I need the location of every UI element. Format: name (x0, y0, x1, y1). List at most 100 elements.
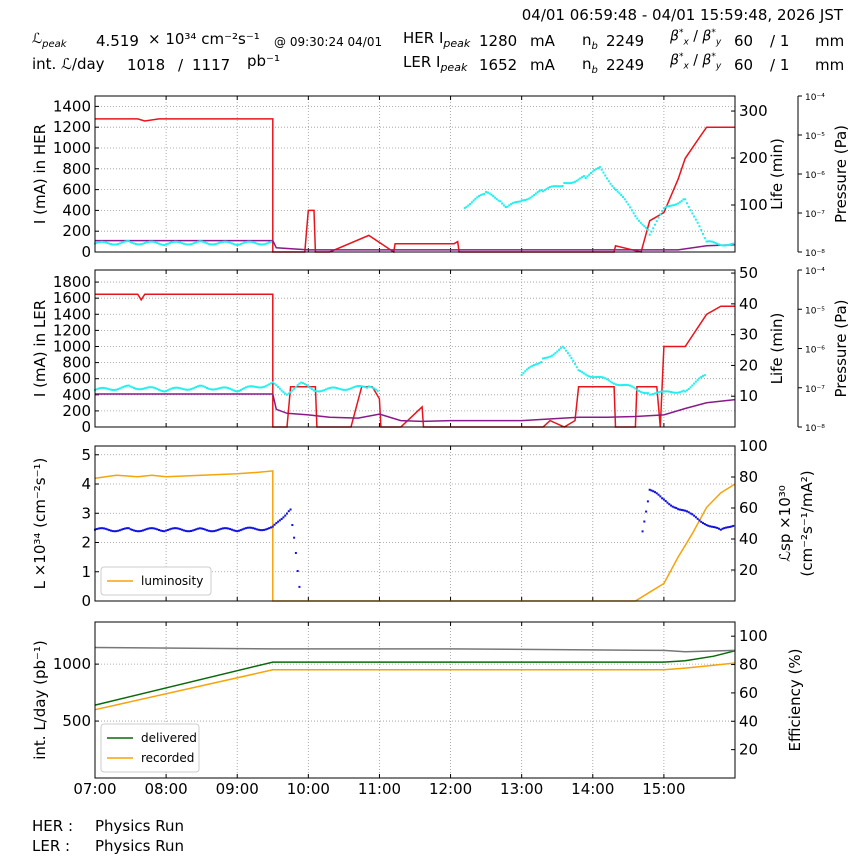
data-point (664, 390, 667, 393)
data-point (270, 526, 272, 529)
data-point (248, 240, 251, 243)
data-point (609, 182, 612, 185)
data-point (501, 202, 504, 205)
data-point (101, 527, 104, 530)
data-point (600, 168, 603, 171)
data-point (538, 362, 541, 365)
data-point (643, 225, 646, 228)
data-point (104, 527, 107, 530)
data-point (213, 530, 216, 533)
data-point (172, 387, 175, 390)
y2-tick-label: 100 (739, 627, 768, 645)
data-point (494, 196, 496, 199)
data-point (330, 386, 333, 389)
data-point (250, 240, 253, 243)
data-point (175, 527, 178, 530)
data-point (286, 512, 288, 515)
y-tick-label: 1000 (53, 655, 91, 673)
data-point (556, 350, 559, 353)
data-point (95, 241, 98, 244)
data-point (156, 528, 159, 531)
data-point (165, 389, 168, 392)
series-luminosity-line (94, 470, 736, 602)
data-point (470, 201, 473, 204)
data-point (659, 390, 662, 393)
data-point (214, 242, 217, 245)
data-point (602, 376, 605, 379)
data-point (698, 377, 701, 380)
data-point (641, 391, 644, 394)
pressure-tick-label: 10⁻⁶ (805, 346, 825, 356)
data-point (730, 243, 733, 246)
data-point (239, 243, 242, 246)
data-point (556, 185, 559, 188)
data-point (620, 384, 623, 387)
data-point (186, 530, 189, 533)
data-point (597, 167, 600, 170)
data-point (574, 362, 576, 365)
data-point (355, 385, 358, 388)
y-tick-label: 0 (81, 418, 91, 436)
data-point (204, 528, 207, 531)
data-point (159, 529, 162, 532)
data-point (182, 529, 185, 532)
data-point (613, 187, 616, 190)
data-point (184, 388, 187, 391)
data-point (563, 182, 566, 185)
data-point (655, 391, 658, 394)
data-point (570, 357, 573, 360)
data-point (725, 526, 728, 529)
data-point (241, 528, 244, 531)
data-point (150, 386, 153, 389)
data-point (673, 506, 676, 509)
data-point (648, 393, 651, 396)
y2-tick-label: 40 (739, 712, 758, 730)
data-point (243, 387, 246, 390)
data-point (104, 241, 107, 244)
y2-tick-label: 100 (739, 196, 768, 214)
data-point (614, 383, 617, 386)
data-point (682, 198, 685, 201)
data-point (510, 203, 512, 206)
data-point (694, 516, 697, 519)
data-point (134, 387, 137, 390)
data-point (584, 176, 587, 179)
data-point (632, 212, 635, 215)
data-point (147, 527, 150, 530)
y-tick-label: 600 (62, 181, 91, 199)
data-point (282, 516, 285, 519)
data-point (266, 527, 269, 530)
data-point (143, 242, 146, 245)
data-point (312, 389, 315, 392)
data-point (113, 530, 116, 533)
data-point (175, 240, 178, 243)
data-point (522, 199, 525, 202)
data-point (661, 390, 664, 393)
data-point (552, 185, 555, 188)
data-point (684, 390, 687, 393)
data-point (220, 386, 223, 389)
data-point (245, 386, 248, 389)
data-point (118, 242, 121, 245)
data-point (207, 242, 210, 245)
data-point (262, 385, 265, 388)
data-point (198, 384, 201, 387)
data-point (630, 209, 633, 212)
data-point (209, 530, 212, 533)
legend (100, 566, 212, 596)
data-point (262, 243, 265, 246)
data-point (582, 175, 585, 178)
data-point (687, 511, 690, 514)
data-point (143, 528, 146, 531)
data-point (191, 529, 194, 532)
data-point (191, 242, 194, 245)
data-point (127, 527, 130, 530)
data-point (133, 529, 136, 532)
data-point (156, 241, 159, 244)
data-point (638, 389, 640, 392)
data-point (238, 389, 240, 392)
data-point (193, 528, 196, 531)
y2-tick-label: 20 (739, 741, 758, 759)
data-point (691, 513, 694, 516)
data-point (108, 529, 111, 532)
